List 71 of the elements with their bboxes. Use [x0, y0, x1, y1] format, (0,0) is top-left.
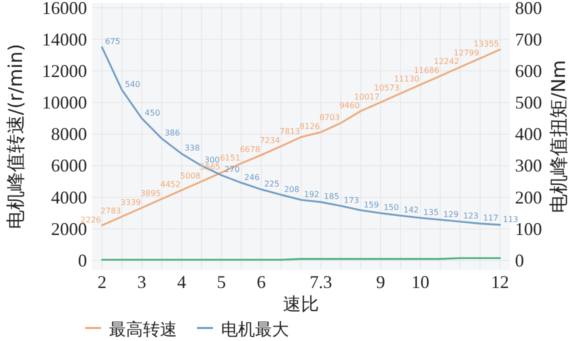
data-label: 142 [404, 206, 419, 215]
data-label: 10017 [354, 92, 380, 102]
data-label: 246 [244, 172, 260, 182]
y-tick-label: 6000 [51, 156, 87, 176]
y2-axis-title: 电机峰值扭矩/Nm [548, 60, 570, 214]
x-tick-label: 6 [256, 272, 266, 292]
y2-tick-label: 200 [515, 187, 542, 208]
x-axis-title: 速比 [283, 294, 319, 315]
data-label: 7234 [260, 136, 280, 146]
data-label: 8703 [319, 113, 340, 122]
data-label: 12799 [454, 48, 480, 58]
y-tick-label: 14000 [42, 29, 87, 50]
y2-tick-label: 600 [515, 60, 542, 81]
data-label: 270 [224, 165, 240, 174]
data-label: 208 [284, 184, 300, 194]
data-label: 225 [264, 179, 280, 188]
data-label: 11130 [394, 74, 420, 84]
data-label: 4452 [160, 180, 181, 190]
data-label: 540 [124, 80, 140, 89]
data-label: 9460 [339, 101, 360, 110]
x-tick-label: 7.3 [310, 272, 332, 292]
legend-label: 电机最大 [221, 320, 289, 340]
data-label: 185 [324, 192, 340, 202]
data-label: 123 [463, 212, 478, 221]
data-label: 12242 [434, 57, 460, 66]
data-label: 338 [184, 144, 200, 153]
y-tick-label: 8000 [51, 124, 87, 144]
data-label: 3339 [120, 198, 141, 207]
data-label: 2226 [80, 215, 101, 224]
y2-tick-label: 400 [515, 124, 542, 144]
data-label: 159 [364, 200, 379, 210]
data-label: 450 [144, 108, 160, 118]
data-label: 11686 [414, 66, 440, 75]
legend-label: 最高转速 [109, 320, 177, 340]
x-tick-label: 10 [411, 272, 430, 292]
data-label: 192 [304, 190, 320, 199]
data-label: 5008 [180, 171, 200, 180]
y2-tick-label: 0 [515, 250, 524, 271]
data-label: 386 [164, 128, 180, 138]
x-tick-label: 5 [216, 272, 226, 292]
x-tick-label: 3 [137, 272, 146, 292]
data-label: 10573 [374, 83, 400, 92]
y-tick-label: 0 [78, 250, 87, 271]
data-label: 6678 [240, 145, 260, 154]
x-tick-label: 12 [491, 272, 509, 292]
data-label: 150 [384, 203, 399, 212]
y2-tick-label: 500 [515, 92, 542, 113]
data-label: 8126 [300, 122, 320, 132]
data-label: 13355 [474, 40, 499, 49]
y-tick-label: 4000 [51, 187, 87, 208]
data-label: 3895 [140, 188, 161, 198]
data-label: 6151 [220, 153, 240, 162]
x-tick-label: 9 [376, 272, 386, 292]
data-label: 173 [344, 196, 360, 205]
y-tick-label: 10000 [42, 92, 87, 113]
data-label: 135 [423, 208, 439, 217]
data-label: 7813 [280, 127, 300, 136]
y2-tick-label: 700 [515, 29, 542, 50]
y-axis-title: 电机峰值转速/(r/min) [5, 44, 27, 230]
data-label: 675 [105, 37, 120, 46]
data-label: 117 [483, 214, 498, 223]
data-label: 113 [503, 214, 518, 224]
x-tick-label: 2 [98, 272, 106, 292]
y2-tick-label: 800 [515, 0, 542, 18]
data-label: 2783 [100, 206, 121, 216]
y2-tick-label: 300 [515, 156, 542, 176]
x-tick-label: 4 [177, 272, 186, 292]
data-label: 300 [204, 156, 220, 165]
y-tick-label: 12000 [42, 60, 87, 81]
y-tick-label: 16000 [42, 0, 87, 18]
data-label: 129 [443, 210, 459, 219]
